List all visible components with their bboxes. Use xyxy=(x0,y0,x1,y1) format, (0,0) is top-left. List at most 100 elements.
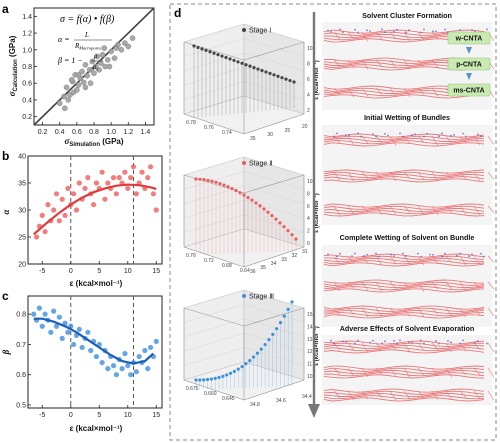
fiber-link xyxy=(361,390,369,400)
y-tick-label: 25 xyxy=(285,128,291,134)
fiber-link xyxy=(389,135,397,146)
solvent-molecule xyxy=(381,28,383,31)
panel-c-frame xyxy=(27,295,163,409)
cube-edge xyxy=(243,174,305,194)
data-point xyxy=(89,58,96,65)
solvent-molecule xyxy=(360,135,362,138)
y-tick-label: 0.4 xyxy=(22,97,32,104)
solvent-molecule xyxy=(426,132,428,135)
solvent-molecule xyxy=(336,255,338,258)
fiber-link xyxy=(347,255,355,264)
fiber-link xyxy=(375,31,383,40)
fiber-strand xyxy=(323,176,485,181)
panel-a-points xyxy=(56,35,136,112)
solvent-molecule xyxy=(438,135,440,138)
fiber-link xyxy=(473,171,481,182)
data-point xyxy=(85,175,91,181)
fiber-link xyxy=(375,367,383,375)
solvent-molecule xyxy=(402,135,404,138)
fiber-strand xyxy=(323,133,485,138)
trajectory-point xyxy=(209,377,213,381)
data-point xyxy=(36,305,43,311)
solvent-molecule xyxy=(369,341,371,344)
z-tick-label: 15 xyxy=(307,312,313,318)
fiber-link xyxy=(333,87,341,95)
y-tick-label: 1.0 xyxy=(22,47,32,54)
trajectory-point xyxy=(254,201,258,205)
trajectory-point xyxy=(282,314,286,318)
cnta-tag xyxy=(447,83,491,97)
data-point xyxy=(62,320,68,326)
y-tick-label: 1.4 xyxy=(22,14,32,21)
fiber-strand xyxy=(323,281,485,286)
data-point xyxy=(105,366,111,372)
data-point xyxy=(82,62,89,68)
x-tick-label: 0.645 xyxy=(222,396,235,402)
panel-b-stage-dividers xyxy=(70,156,134,264)
trajectory-point xyxy=(255,351,260,355)
solvent-molecule xyxy=(438,342,440,345)
panel-c-xlabel: ε (kcal×mol⁻¹) xyxy=(70,424,123,433)
solvent-molecule xyxy=(405,255,407,257)
x-tick-label: 0.74 xyxy=(222,130,232,136)
z-tick-label: 2 xyxy=(307,229,310,235)
trajectory-point xyxy=(248,64,252,68)
fiber-link xyxy=(431,367,439,376)
trajectory-point xyxy=(271,332,275,336)
trajectory-point xyxy=(236,60,240,64)
solvent-molecule xyxy=(462,339,464,342)
trajectory-point xyxy=(244,63,248,67)
z-tick-label: 10 xyxy=(307,374,313,380)
fiber-strand xyxy=(323,372,485,377)
fiber-link xyxy=(431,87,439,97)
fiber-link xyxy=(375,281,383,292)
fiber-strand xyxy=(323,312,484,317)
solvent-molecule xyxy=(486,342,488,345)
fiber-strand xyxy=(323,392,485,398)
cnta-tag-label: p-CNTA xyxy=(456,62,482,69)
data-point xyxy=(31,311,37,317)
solvent-molecule xyxy=(366,29,368,32)
x-tick-label: 0.76 xyxy=(204,125,214,131)
stage-3d-plots: Stage Ⅰ 2 4 6 8 10 ε (kcal×mol⁻¹) 0.78 0.76 0.74 3… xyxy=(183,23,320,408)
data-point xyxy=(116,175,122,181)
cnta-tag-label: w-CNTA xyxy=(455,36,483,43)
x-tick-label: 1.0 xyxy=(106,129,116,136)
fiber-link xyxy=(375,59,383,67)
fiber-link xyxy=(347,171,355,182)
fiber-link xyxy=(333,135,341,144)
fiber-link xyxy=(431,342,439,350)
stage-title: Solvent Cluster Formation xyxy=(362,11,452,20)
data-point xyxy=(82,185,88,191)
data-point xyxy=(119,366,125,372)
fiber-link xyxy=(417,171,425,180)
data-point xyxy=(75,72,82,78)
solvent-molecule xyxy=(402,252,404,255)
fiber-link xyxy=(389,390,397,401)
fiber-strand xyxy=(323,94,485,99)
fiber-strand xyxy=(323,29,485,34)
cnta-tags: w-CNTA p-CNTA ms-CNTA xyxy=(447,31,491,97)
data-point xyxy=(142,347,148,354)
fiber-strand xyxy=(324,340,485,345)
fiber-link xyxy=(473,307,481,315)
solvent-molecule xyxy=(465,135,467,138)
formula-beta-den: ρs xyxy=(92,63,98,72)
y-tick-label: 0.8 xyxy=(16,312,26,319)
solvent-molecule xyxy=(444,28,446,31)
solvent-molecule xyxy=(447,340,449,342)
data-point xyxy=(84,72,90,79)
trajectory-point xyxy=(260,68,264,73)
trajectory-point xyxy=(267,338,271,342)
data-point xyxy=(99,52,106,58)
solvent-molecule xyxy=(408,341,410,344)
solvent-molecule xyxy=(429,253,431,256)
fiber-link xyxy=(487,342,495,353)
trajectory-point xyxy=(216,53,220,57)
z-tick-label: 8 xyxy=(307,62,310,68)
trajectory-point xyxy=(240,61,244,65)
trajectory-point xyxy=(238,191,242,195)
fiber-link xyxy=(333,205,341,216)
data-point xyxy=(99,359,105,366)
